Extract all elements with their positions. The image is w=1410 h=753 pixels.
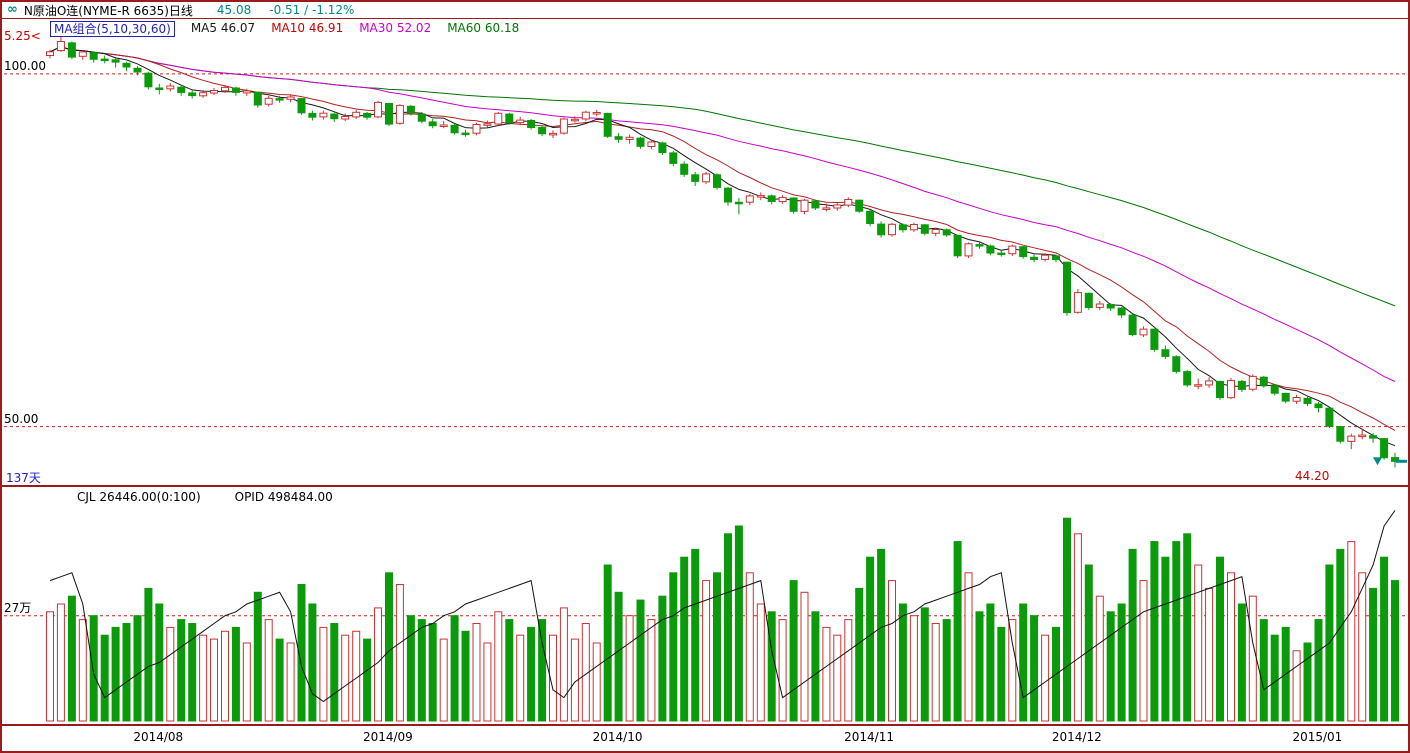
ma60-value: MA60 60.18 <box>447 21 520 35</box>
time-axis-label: 2014/11 <box>844 730 894 744</box>
ma30-value: MA30 52.02 <box>359 21 432 35</box>
time-axis-label: 2014/08 <box>133 730 184 744</box>
ma-indicator-header: MA组合(5,10,30,60) MA5 46.07 MA10 46.91 MA… <box>50 21 519 37</box>
volume-chart[interactable] <box>2 487 1408 724</box>
low-price-label: 44.20 <box>1295 469 1330 484</box>
instrument-title: N原油O连(NYME-R 6635)日线 <box>23 3 193 18</box>
title-bar: ∞ N原油O连(NYME-R 6635)日线 45.08 -0.51 / -1.… <box>2 2 1408 19</box>
time-axis-label: 2014/12 <box>1051 730 1102 744</box>
time-axis-label: 2014/09 <box>362 730 413 744</box>
volume-indicator-header: CJL 26446.00(0:100) OPID 498484.00 <box>77 490 333 504</box>
last-price: 45.08 <box>216 3 252 17</box>
bar-count-label: 137天 <box>6 471 41 485</box>
cjl-value: CJL 26446.00(0:100) <box>77 490 201 504</box>
time-axis-label: 2014/10 <box>592 730 643 744</box>
volume-axis-label: 27万 <box>4 600 32 615</box>
price-chart-panel[interactable]: MA组合(5,10,30,60) MA5 46.07 MA10 46.91 MA… <box>2 19 1408 487</box>
ma5-value: MA5 46.07 <box>190 21 256 35</box>
opid-value: OPID 498484.00 <box>234 490 333 504</box>
volume-panel[interactable]: CJL 26446.00(0:100) OPID 498484.00 27万 <box>2 487 1408 726</box>
ma-group-label[interactable]: MA组合(5,10,30,60) <box>50 21 175 37</box>
candlestick-chart[interactable] <box>2 19 1408 485</box>
ma10-value: MA10 46.91 <box>271 21 344 35</box>
high-price-label: 5.25< <box>4 28 41 43</box>
time-axis: 2014/08 2014/09 2014/10 2014/11 2014/12 2015/… <box>2 726 1408 749</box>
link-icon: ∞ <box>7 2 18 17</box>
price-axis-label: 50.00 <box>4 411 39 426</box>
price-axis-label: 100.00 <box>4 58 46 73</box>
time-axis-label: 2015/01 <box>1292 730 1343 744</box>
price-change: -0.51 / -1.12% <box>269 3 355 17</box>
